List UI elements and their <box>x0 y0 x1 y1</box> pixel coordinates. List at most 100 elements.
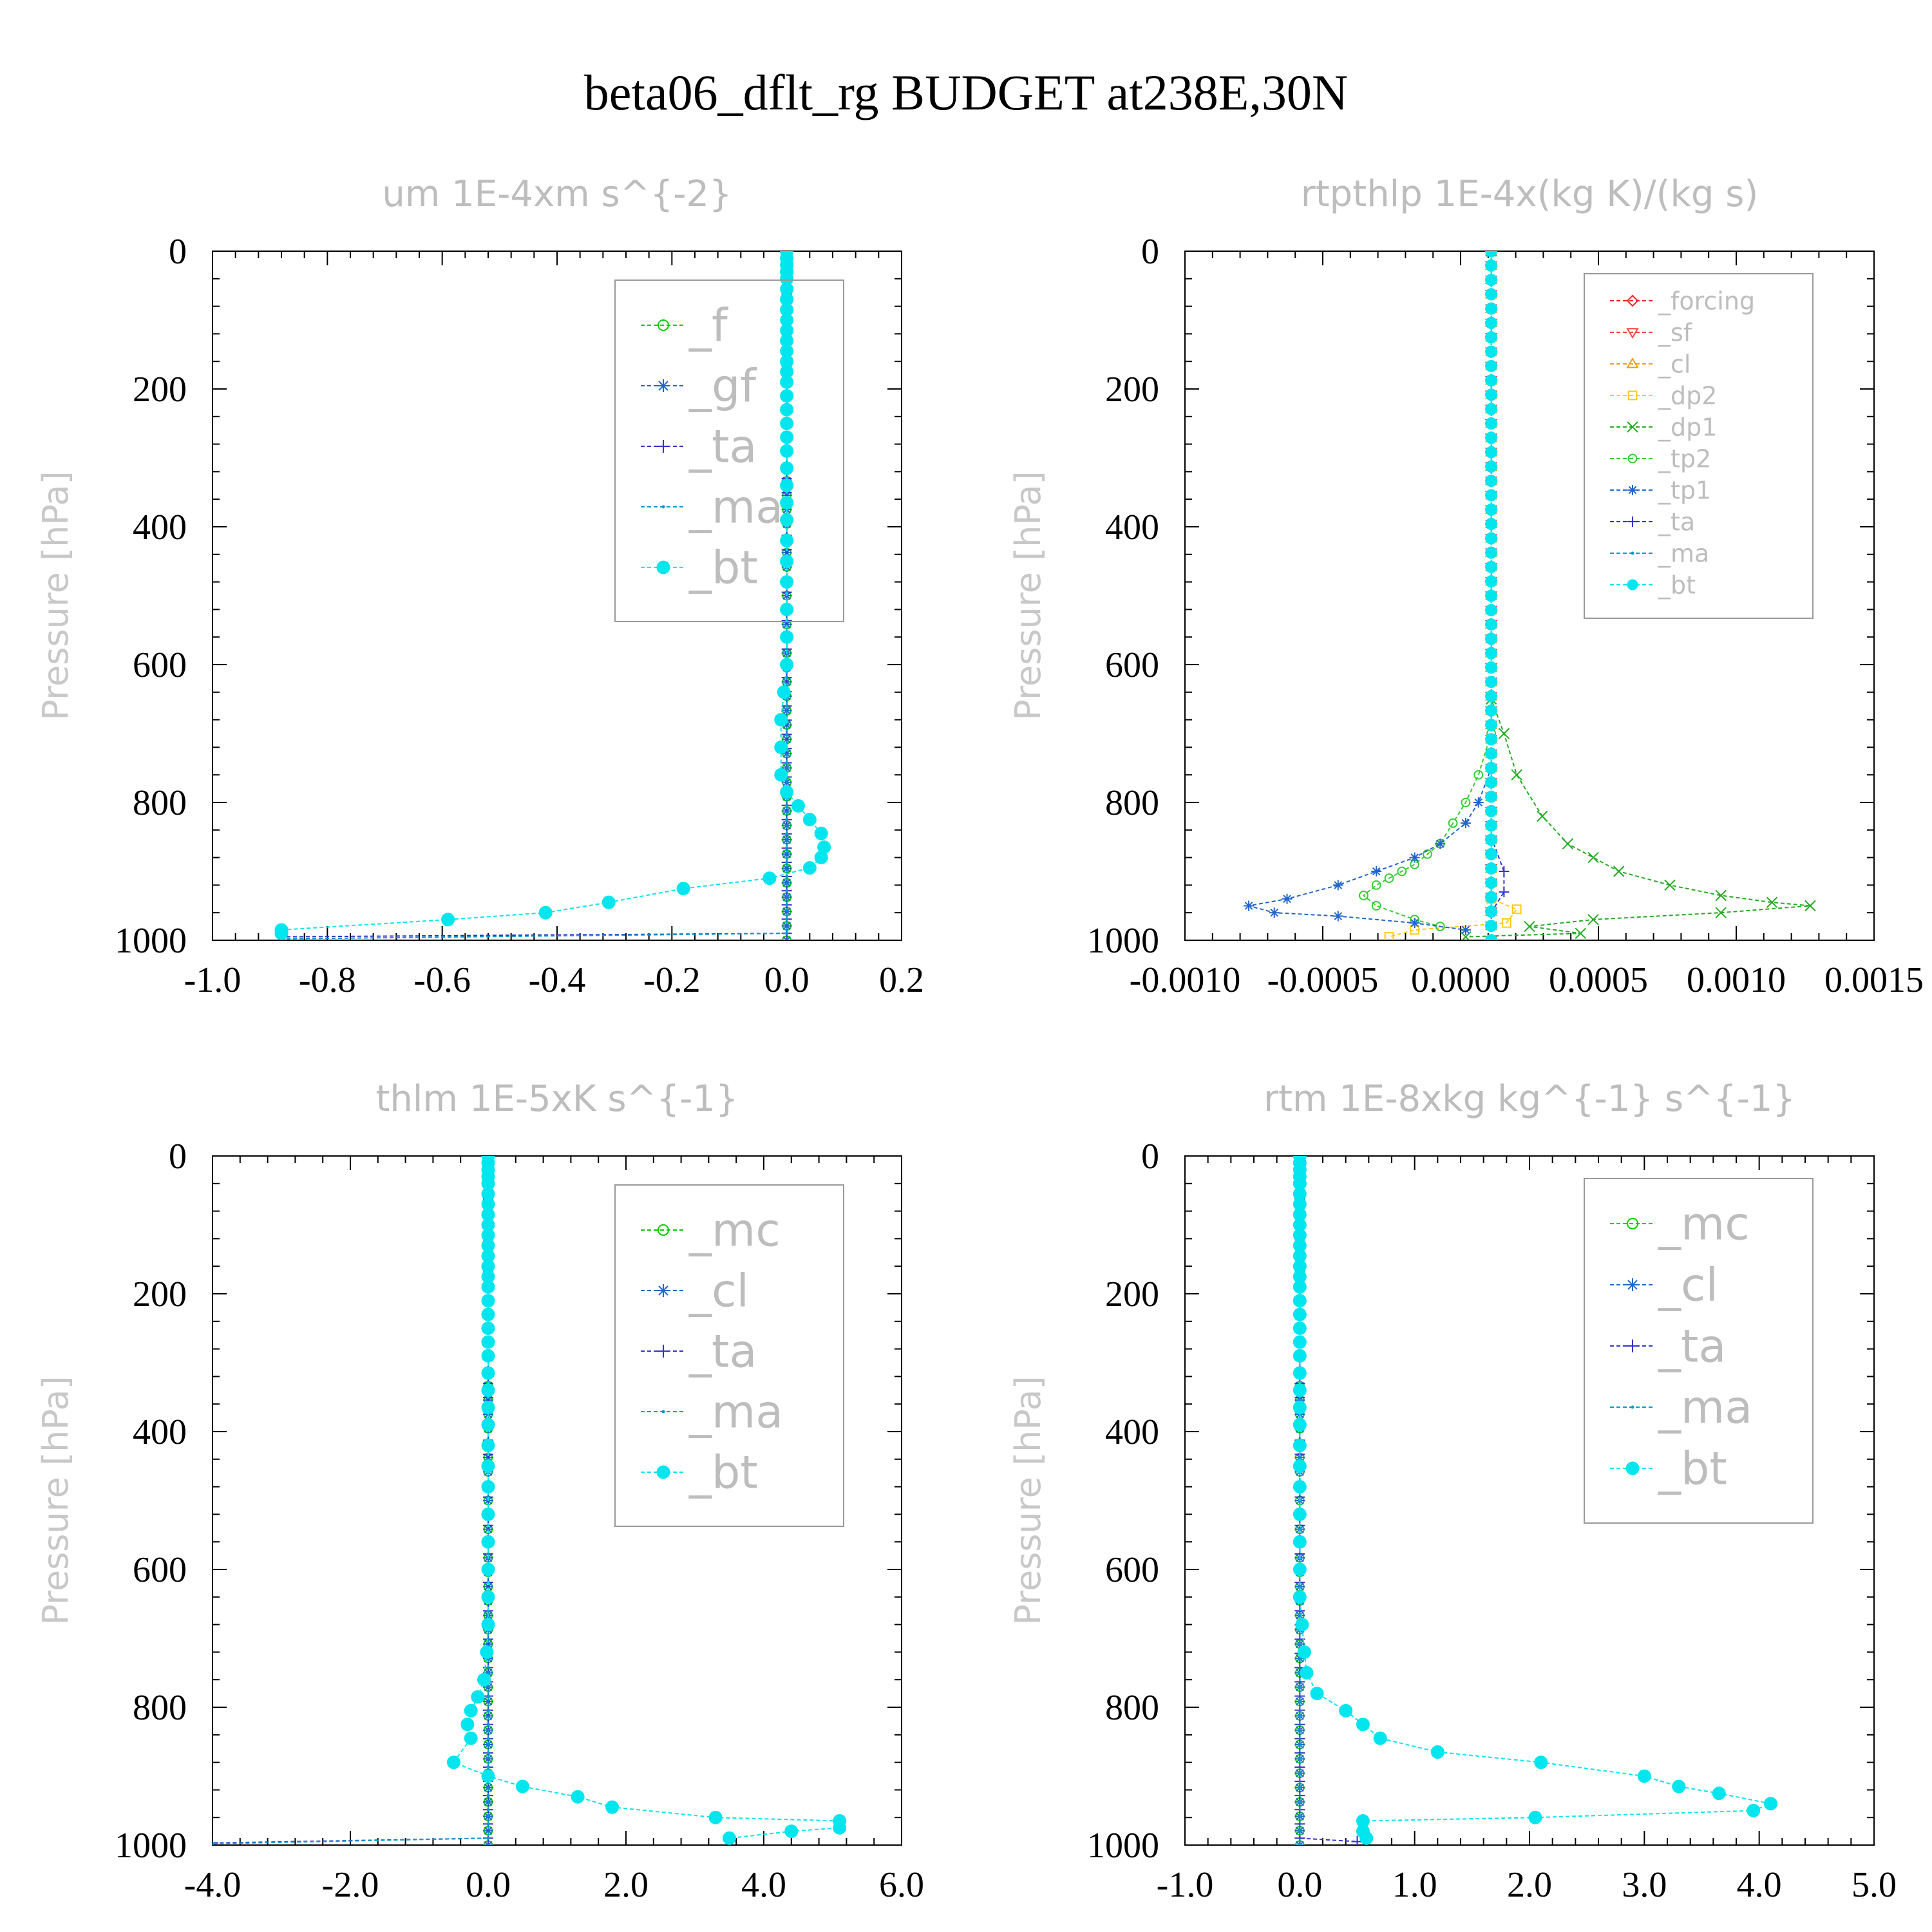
series-ma <box>279 251 789 940</box>
x-tick-label: 0.0015 <box>1824 960 1924 1000</box>
legend-entry: _tp1 <box>1610 476 1711 504</box>
series-ta <box>213 1156 493 1845</box>
data-point <box>1511 769 1522 781</box>
legend-marker <box>657 440 670 453</box>
data-point <box>785 732 789 736</box>
data-point <box>1485 833 1498 846</box>
data-point <box>781 849 792 860</box>
data-point <box>1473 797 1484 808</box>
data-point <box>605 1800 620 1814</box>
y-tick-label: 1000 <box>115 921 187 961</box>
data-point <box>1298 1814 1302 1818</box>
data-point <box>785 875 789 878</box>
data-point <box>1397 866 1407 876</box>
data-point <box>481 1480 495 1494</box>
data-point <box>1295 1618 1309 1632</box>
data-point <box>1485 446 1498 459</box>
data-point <box>1485 475 1498 488</box>
data-point <box>1244 900 1255 911</box>
plot-area <box>1293 1156 1777 1845</box>
legend-label: _gf <box>688 360 757 413</box>
legend-label: _cl <box>1658 350 1690 378</box>
data-point <box>780 554 794 568</box>
data-point <box>723 1831 736 1845</box>
data-point <box>1473 770 1484 780</box>
panel-title: rtpthlp 1E-4x(kg K)/(kg s) <box>1301 173 1759 215</box>
data-point <box>1485 819 1498 832</box>
data-point <box>1485 676 1498 688</box>
data-point <box>1575 927 1586 940</box>
data-point <box>780 402 794 417</box>
legend: _mc _cl _ta _ma _bt <box>614 1184 844 1527</box>
data-point <box>1485 589 1498 602</box>
y-axis-label: Pressure [hPa] <box>1008 1376 1048 1625</box>
legend: _mc _cl _ta _ma _bt <box>1584 1178 1814 1524</box>
data-point <box>1371 866 1382 876</box>
data-point <box>486 1794 490 1797</box>
data-point <box>814 851 828 865</box>
data-point <box>833 1821 847 1835</box>
data-point <box>780 575 794 589</box>
x-tick-label: -2.0 <box>322 1865 379 1905</box>
data-point <box>481 1280 495 1294</box>
y-tick-label: 0 <box>169 1137 187 1177</box>
legend-entry: _dp2 <box>1610 381 1717 410</box>
legend-entry: _bt <box>1610 1443 1727 1495</box>
data-point <box>802 813 817 827</box>
legend-marker <box>656 1465 670 1479</box>
data-point <box>516 1779 529 1794</box>
legend-marker <box>1625 1461 1640 1475</box>
data-point <box>1332 880 1343 891</box>
y-tick-label: 400 <box>133 1412 187 1452</box>
data-point <box>483 1696 493 1707</box>
y-tick-label: 600 <box>1105 645 1159 685</box>
legend-entry: _ma <box>641 1386 783 1439</box>
data-point <box>785 804 789 808</box>
data-point <box>774 768 788 782</box>
legend-label: _cl <box>688 1265 749 1318</box>
legend-label: _bt <box>1658 1443 1727 1495</box>
data-point <box>1499 887 1510 898</box>
legend-label: _forcing <box>1658 287 1755 315</box>
legend-marker <box>658 1224 669 1236</box>
legend-label: _cl <box>1658 1259 1718 1312</box>
data-point <box>483 1710 493 1721</box>
legend-entry: _ma <box>1610 1381 1752 1434</box>
data-point <box>447 1756 460 1770</box>
data-point <box>481 1401 495 1415</box>
legend-entry: _tp2 <box>1610 444 1711 473</box>
data-point <box>785 591 789 594</box>
data-point <box>1511 904 1522 914</box>
series-tp2 <box>1359 251 1496 931</box>
legend-entry: _bt <box>641 542 758 594</box>
y-tick-label: 600 <box>133 1550 187 1590</box>
x-tick-label: 0.0 <box>466 1865 511 1905</box>
x-tick-label: 0.0 <box>764 960 810 1000</box>
data-point <box>1460 924 1471 935</box>
data-point <box>1485 374 1498 387</box>
legend: _forcing _sf _cl _dp2 _dp1 _tp2 _tp1 _ta _ma _bt <box>1584 273 1814 619</box>
data-point <box>481 1349 495 1363</box>
data-point <box>1293 1321 1307 1335</box>
data-point <box>481 1562 495 1577</box>
x-tick-label: -1.0 <box>184 960 242 1000</box>
x-tick-label: -1.0 <box>1157 1865 1214 1905</box>
data-point <box>486 1822 490 1826</box>
legend-marker <box>657 379 670 392</box>
data-point <box>486 1552 490 1556</box>
data-point <box>460 1718 475 1732</box>
legend-entry: _ta <box>641 421 757 473</box>
series-line <box>213 1156 489 1844</box>
data-point <box>1485 790 1498 803</box>
data-point <box>1485 417 1498 430</box>
panels: um 1E-4xm s^{-2} Pressure [hPa] 0 200 400 600… <box>35 173 1924 1905</box>
data-point <box>1293 1507 1307 1521</box>
data-point <box>1804 900 1816 912</box>
data-point <box>1448 818 1458 828</box>
legend-label: _ta <box>1658 507 1695 536</box>
data-point <box>780 430 794 444</box>
data-point <box>780 785 794 799</box>
legend-box <box>1584 1178 1814 1524</box>
data-point <box>1409 918 1420 929</box>
legend-marker <box>1626 357 1639 368</box>
